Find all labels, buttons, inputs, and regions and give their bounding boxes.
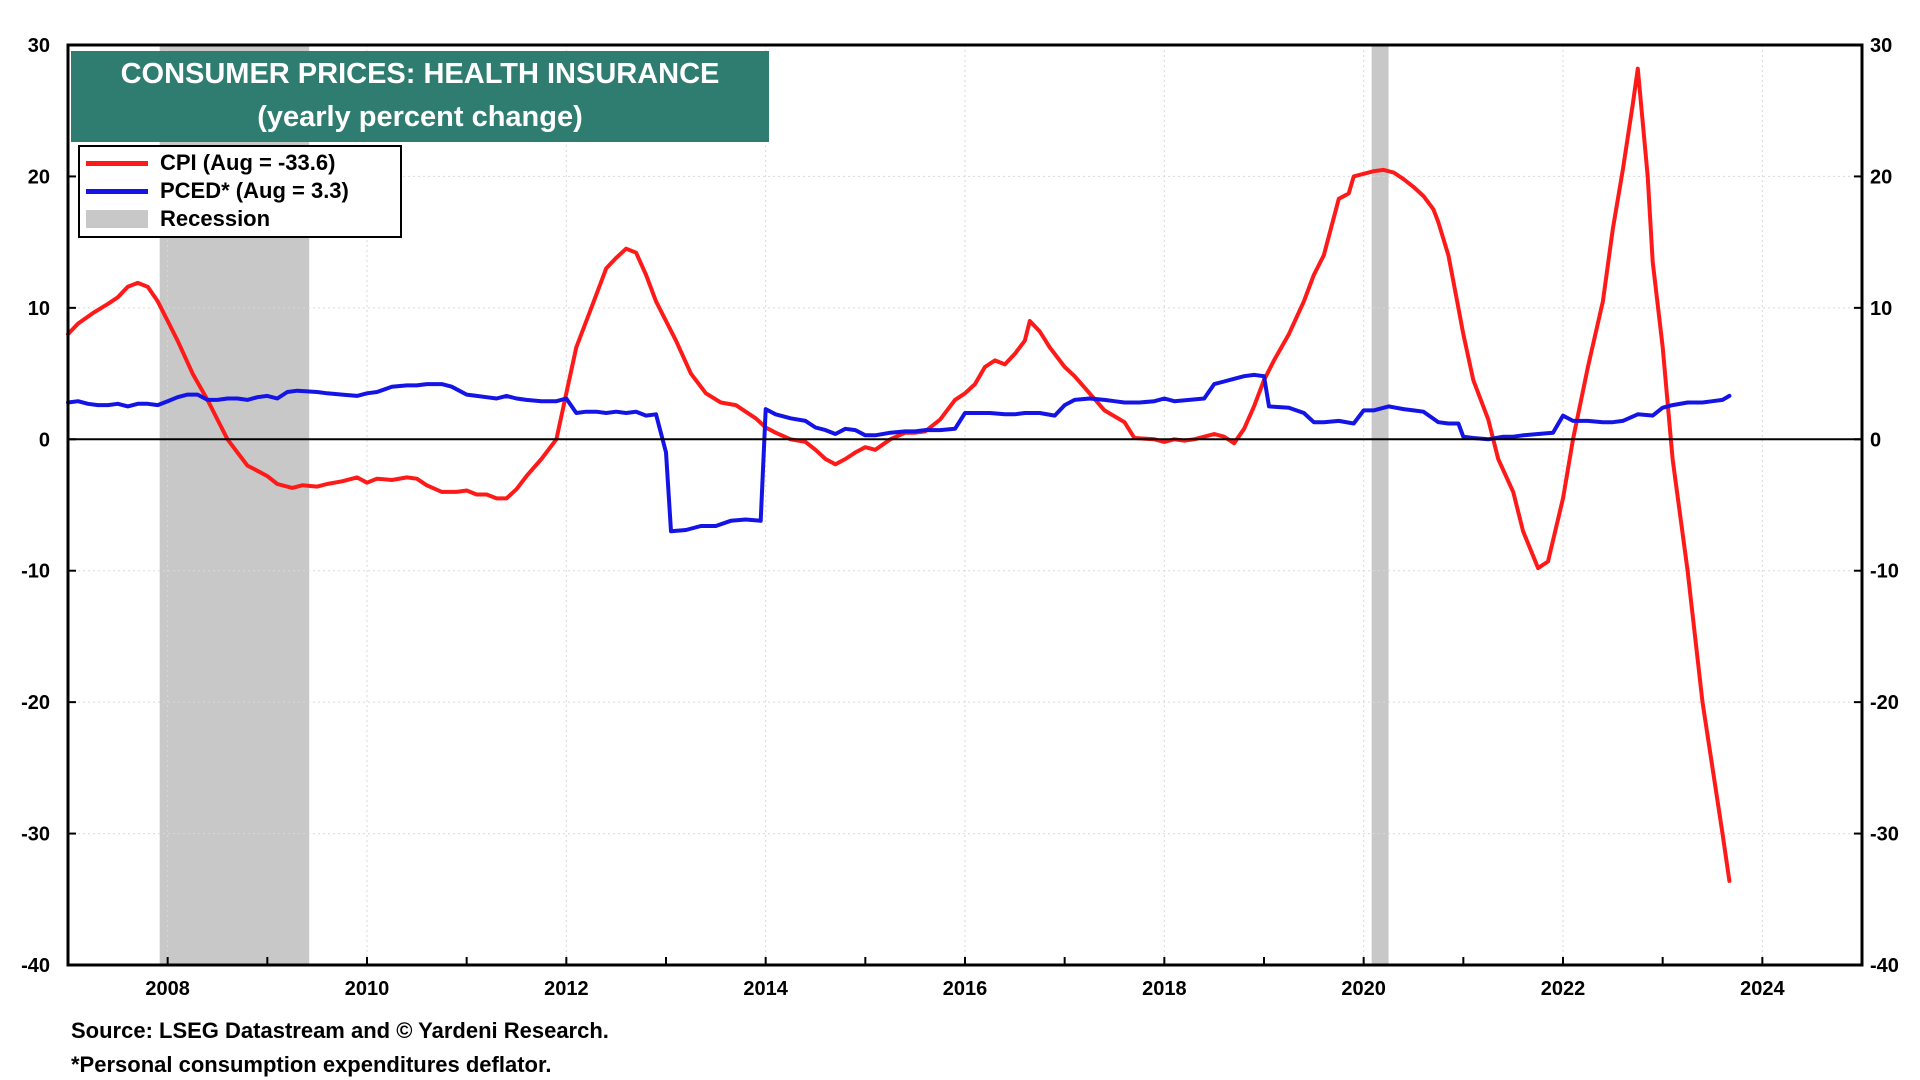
legend-swatch-cpi xyxy=(86,160,148,166)
xtick-label-2024: 2024 xyxy=(1740,978,1785,1000)
ytick-label-right--10: -10 xyxy=(1870,561,1899,583)
ytick-label-left-0: 0 xyxy=(39,429,50,451)
x-axis-labels: 2008 2010 2012 2014 2016 2018 2020 2022 2024 xyxy=(145,978,1785,1000)
y-axis-right-labels: 30 20 10 0 -10 -20 -30 -40 xyxy=(1870,35,1899,977)
ytick-label-right-10: 10 xyxy=(1870,298,1892,320)
ytick-label-left-30: 30 xyxy=(28,35,50,57)
ytick-label-right--30: -30 xyxy=(1870,824,1899,846)
chart-subtitle: (yearly percent change) xyxy=(257,101,583,133)
ytick-label-right--20: -20 xyxy=(1870,692,1899,714)
ytick-label-left--20: -20 xyxy=(21,692,50,714)
recession-band-1 xyxy=(1371,45,1389,965)
xtick-label-2018: 2018 xyxy=(1142,978,1187,1000)
legend: CPI (Aug = -33.6) PCED* (Aug = 3.3) Rece… xyxy=(78,145,402,238)
source-note: Source: LSEG Datastream and © Yardeni Re… xyxy=(71,1018,609,1043)
legend-item-pced: PCED* (Aug = 3.3) xyxy=(86,177,394,205)
legend-label-cpi: CPI (Aug = -33.6) xyxy=(160,150,336,175)
xtick-label-2012: 2012 xyxy=(544,978,589,1000)
xtick-label-2008: 2008 xyxy=(145,978,190,1000)
chart-title: CONSUMER PRICES: HEALTH INSURANCE xyxy=(120,58,720,90)
legend-swatch-recession xyxy=(86,210,148,228)
y-axis-left-labels: 30 20 10 0 -10 -20 -30 -40 xyxy=(21,35,50,977)
legend-swatch-pced xyxy=(86,188,148,194)
series-line-pced xyxy=(66,372,1732,534)
xtick-label-2014: 2014 xyxy=(743,978,788,1000)
ytick-label-right-30: 30 xyxy=(1870,35,1892,57)
legend-label-pced: PCED* (Aug = 3.3) xyxy=(160,178,349,203)
ytick-label-left-10: 10 xyxy=(28,298,50,320)
axes xyxy=(66,43,1864,967)
ytick-label-right-20: 20 xyxy=(1870,166,1892,188)
ytick-label-left--10: -10 xyxy=(21,561,50,583)
xtick-label-2022: 2022 xyxy=(1541,978,1586,1000)
series-line-cpi xyxy=(66,66,1732,883)
xtick-label-2016: 2016 xyxy=(943,978,988,1000)
xtick-label-2010: 2010 xyxy=(345,978,390,1000)
legend-item-recession: Recession xyxy=(86,205,394,233)
ytick-label-right--40: -40 xyxy=(1870,955,1899,977)
ytick-label-right-0: 0 xyxy=(1870,429,1881,451)
xtick-label-2020: 2020 xyxy=(1341,978,1386,1000)
legend-label-recession: Recession xyxy=(160,206,271,231)
series-lines xyxy=(66,66,1732,883)
ytick-label-left--40: -40 xyxy=(21,955,50,977)
legend-item-cpi: CPI (Aug = -33.6) xyxy=(86,149,394,177)
ytick-label-left-20: 20 xyxy=(28,166,50,188)
ytick-label-left--30: -30 xyxy=(21,824,50,846)
chart-title-box: CONSUMER PRICES: HEALTH INSURANCE (yearl… xyxy=(71,51,769,142)
footnote: *Personal consumption expenditures defla… xyxy=(71,1052,552,1077)
